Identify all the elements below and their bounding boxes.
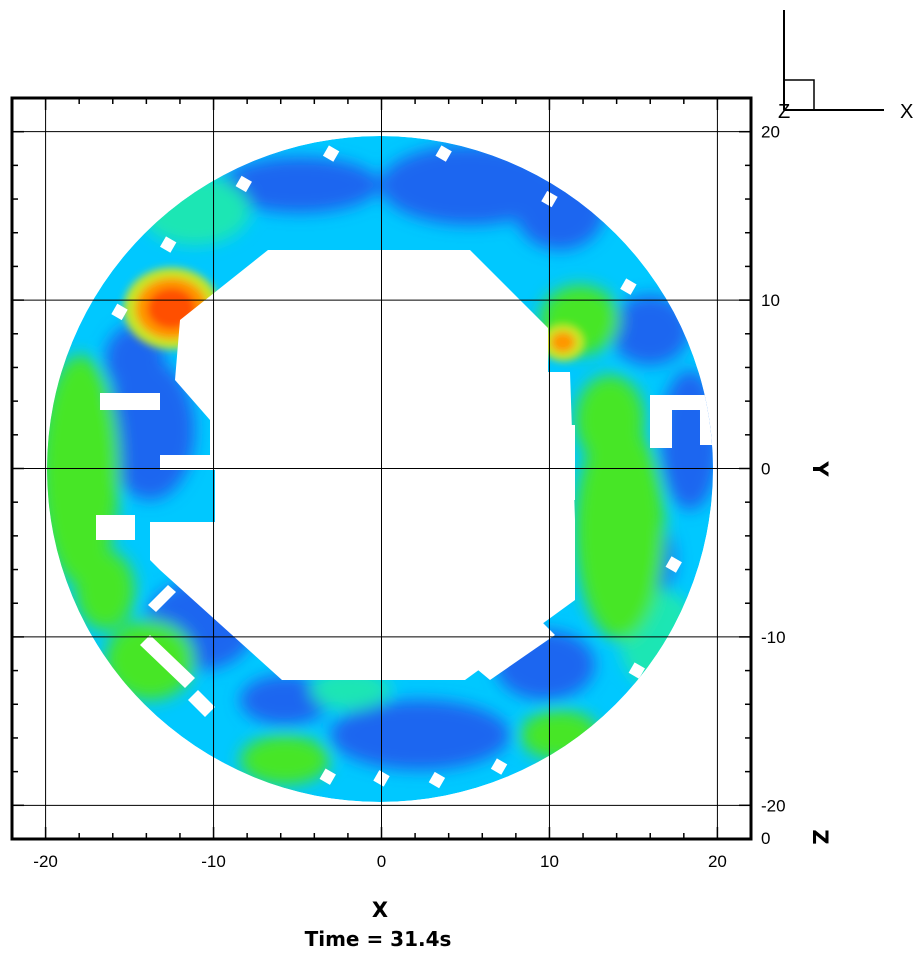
y-axis-label: Y — [808, 460, 832, 477]
low-region — [330, 700, 510, 770]
low-region — [380, 145, 560, 225]
left-block-upper — [100, 393, 160, 410]
hot-spot-ring — [550, 331, 575, 353]
low-region — [240, 675, 330, 725]
central-structure — [150, 250, 575, 680]
right-block — [650, 395, 712, 448]
obstacle-marker — [111, 303, 128, 321]
obstacle-marker — [322, 145, 340, 162]
y-tick-label: -20 — [761, 796, 786, 815]
obstacle-marker — [235, 175, 252, 193]
y-tick-label: 10 — [761, 291, 780, 310]
axis-ticks — [11, 97, 752, 840]
obstacle-marker — [428, 771, 446, 789]
triad-x-label: X — [900, 101, 913, 123]
green-region — [105, 620, 195, 700]
mid-region — [140, 175, 250, 245]
green-region — [575, 375, 645, 465]
obstacle-marker — [490, 758, 508, 775]
x-tick-label: -10 — [201, 852, 226, 871]
bottom-right-wall — [478, 620, 555, 680]
obstacle-marker — [319, 768, 336, 785]
y-tick-labels: -20 -10 0 10 20 — [761, 123, 786, 816]
obstacles — [96, 250, 712, 717]
x-tick-label: 10 — [540, 852, 559, 871]
central-structure-cutout — [455, 425, 575, 500]
obstacle-marker — [665, 556, 682, 573]
green-region — [75, 550, 135, 630]
x-tick-label: -20 — [33, 852, 58, 871]
x-tick-label: 0 — [377, 852, 386, 871]
hot-spot — [540, 323, 585, 361]
y-tick-label: 0 — [761, 460, 770, 479]
low-region — [220, 157, 380, 213]
bottom-left-wall-2 — [140, 635, 195, 688]
triad-z-label: Z — [778, 101, 790, 123]
grid-lines — [12, 98, 751, 839]
axis-triad — [783, 10, 884, 111]
obstacle-marker — [628, 662, 645, 679]
green-region — [575, 420, 665, 640]
left-block-mid — [96, 515, 135, 540]
green-region — [240, 735, 330, 785]
x-tick-labels: -20 -10 0 10 20 — [33, 852, 727, 871]
time-annotation: Time = 31.4s — [305, 927, 452, 951]
obstacle-marker — [620, 278, 637, 295]
y-tick-label: 20 — [761, 123, 780, 142]
green-region — [520, 710, 600, 760]
x-tick-label: 20 — [708, 852, 727, 871]
low-region — [515, 170, 605, 250]
bottom-left-wall-1 — [148, 585, 176, 612]
obstacle-marker — [435, 145, 452, 162]
y-tick-label: -10 — [761, 628, 786, 647]
z-axis-label: Z — [808, 829, 832, 844]
bottom-left-wall-3 — [188, 690, 215, 717]
obstacle-marker — [160, 236, 177, 253]
x-axis-label: X — [372, 898, 388, 922]
low-region — [610, 295, 690, 365]
triad-box — [783, 79, 815, 111]
z-tick-label: 0 — [761, 829, 770, 848]
